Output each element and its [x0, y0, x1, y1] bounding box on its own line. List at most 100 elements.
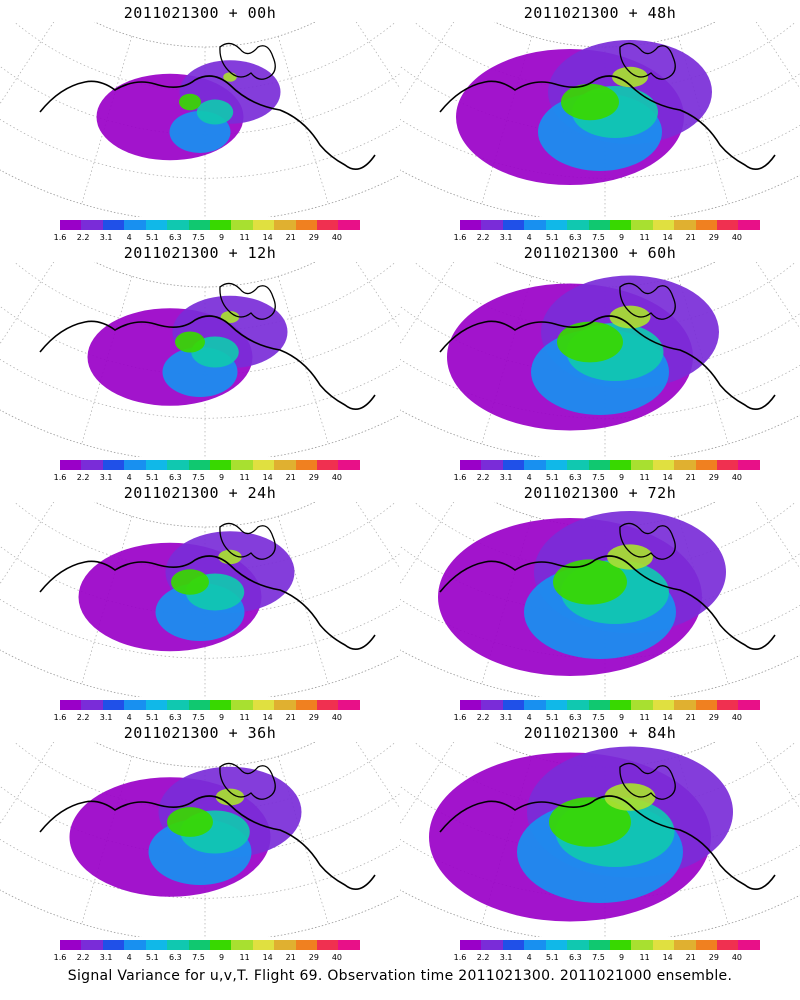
- colorbar-swatch: [609, 940, 632, 950]
- colorbar-swatch: [717, 700, 739, 710]
- colorbar-label: 9: [218, 713, 225, 722]
- colorbar-label: 3.1: [499, 953, 513, 962]
- variance-contour: [609, 305, 651, 329]
- variance-contour: [549, 797, 631, 847]
- colorbar-label: 5.1: [145, 473, 159, 482]
- colorbar-label: 1.6: [453, 233, 467, 242]
- panel-title: 2011021300 + 00h: [123, 4, 277, 22]
- colorbar-label: 5.1: [145, 233, 159, 242]
- colorbar-swatch: [481, 940, 503, 950]
- colorbar-label: 9: [618, 473, 625, 482]
- map-boundary: [0, 502, 400, 697]
- colorbar: [60, 940, 360, 950]
- colorbar-label: 40: [731, 713, 743, 722]
- colorbar-swatch: [81, 940, 103, 950]
- coastline: [39, 75, 376, 171]
- coastline: [439, 75, 776, 171]
- colorbar-swatch: [274, 700, 296, 710]
- colorbar-label: 5.1: [545, 233, 559, 242]
- colorbar-swatch: [567, 460, 589, 470]
- colorbar-swatch: [102, 460, 125, 470]
- colorbar-label: 29: [708, 473, 719, 482]
- graticule-meridian: [0, 742, 55, 825]
- variance-contour: [612, 66, 648, 88]
- colorbar-swatch: [502, 460, 525, 470]
- colorbar-label: 1.6: [53, 233, 67, 242]
- colorbar-label: 9: [618, 953, 625, 962]
- colorbar-swatch: [274, 940, 296, 950]
- colorbar-label: 14: [662, 953, 673, 962]
- colorbar-label: 21: [285, 953, 296, 962]
- colorbar-swatch: [124, 220, 146, 230]
- colorbar-label: 40: [731, 953, 743, 962]
- colorbar-label: 3.1: [499, 713, 513, 722]
- graticule-meridian: [355, 742, 400, 810]
- colorbar-swatch: [295, 940, 318, 950]
- colorbar-label: 4: [126, 233, 132, 242]
- colorbar-label: 2.2: [76, 953, 90, 962]
- coastline-arctic-islands: [219, 762, 276, 800]
- colorbar-swatch: [738, 700, 760, 710]
- colorbar-label: 6.3: [569, 953, 582, 962]
- colorbar: [60, 700, 360, 710]
- projection-map: [400, 502, 800, 697]
- graticule-latitude: [0, 785, 400, 855]
- colorbar-swatch: [188, 460, 210, 470]
- graticule-meridian: [0, 22, 55, 105]
- projection-map: [400, 262, 800, 457]
- colorbar-label: 9: [618, 713, 625, 722]
- colorbar-swatch: [317, 700, 339, 710]
- colorbar-label: 14: [262, 953, 273, 962]
- colorbar-label: 29: [308, 953, 319, 962]
- graticule-meridian: [0, 502, 55, 585]
- colorbar-swatch: [738, 940, 760, 950]
- colorbar-swatch: [481, 220, 503, 230]
- graticule-latitude: [400, 65, 800, 135]
- colorbar-swatch: [60, 460, 82, 470]
- colorbar: [460, 700, 760, 710]
- variance-contour: [223, 72, 237, 82]
- colorbar-swatch: [231, 940, 253, 950]
- colorbar-label: 1.6: [453, 713, 467, 722]
- colorbar-swatch: [502, 700, 525, 710]
- graticule-meridian: [355, 22, 400, 90]
- colorbar-swatch: [81, 700, 103, 710]
- colorbar-label: 7.5: [192, 953, 205, 962]
- colorbar-swatch: [545, 940, 568, 950]
- graticule-meridian: [400, 502, 455, 585]
- panel-title: 2011021300 + 60h: [523, 244, 677, 262]
- coastline: [39, 315, 376, 411]
- colorbar-label: 14: [262, 233, 273, 242]
- colorbar-label: 1.6: [453, 953, 467, 962]
- variance-contour: [171, 569, 209, 595]
- colorbar-label: 9: [218, 233, 225, 242]
- graticule-latitude: [400, 785, 800, 855]
- variance-contour: [215, 788, 245, 806]
- colorbar-swatch: [524, 940, 546, 950]
- colorbar-label: 21: [685, 713, 696, 722]
- colorbar-swatch: [631, 220, 653, 230]
- variance-contour: [196, 99, 234, 125]
- colorbar-label: 40: [731, 233, 743, 242]
- colorbar-label: 14: [662, 713, 673, 722]
- colorbar-label: 40: [331, 233, 343, 242]
- colorbar-swatch: [652, 940, 675, 950]
- colorbar-label: 2.2: [76, 713, 90, 722]
- colorbar-label: 14: [662, 473, 673, 482]
- colorbar-label: 21: [685, 473, 696, 482]
- colorbar-swatch: [209, 940, 232, 950]
- colorbar-swatch: [588, 460, 610, 470]
- colorbar-label: 7.5: [192, 713, 205, 722]
- colorbar-label: 7.5: [192, 473, 205, 482]
- colorbar-label: 2.2: [476, 953, 490, 962]
- colorbar-swatch: [717, 460, 739, 470]
- colorbar-labels: 1.6 2.2 3.1 4 5.1 6.3 7.5 9 11 14 21 29 40: [54, 473, 360, 483]
- colorbar-swatch: [167, 940, 189, 950]
- colorbar: [60, 460, 360, 470]
- colorbar-swatch: [652, 700, 675, 710]
- map-boundary: [400, 742, 800, 937]
- map-panel: 2011021300 + 48h 1.6 2.2 3.1 4 5.1 6.3 7.5 9 11 14…: [400, 0, 800, 242]
- colorbar-swatch: [717, 940, 739, 950]
- graticule-meridian: [81, 36, 133, 205]
- colorbar-label: 2.2: [476, 473, 490, 482]
